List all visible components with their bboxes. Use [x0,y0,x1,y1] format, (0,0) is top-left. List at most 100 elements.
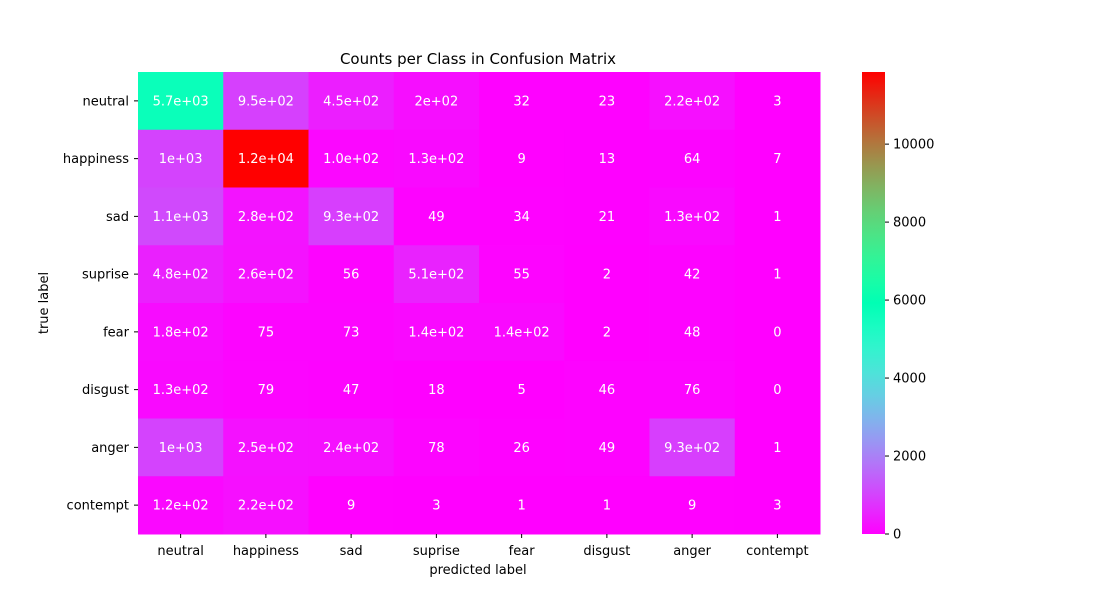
cell-label: 4.8e+02 [153,268,209,283]
cell-label: 79 [258,383,275,398]
heatmap-cells [138,72,821,535]
cell-label: 1.3e+02 [153,383,209,398]
colorbar-tick-label: 10000 [893,138,934,153]
y-tick-label: fear [103,325,130,340]
heatmap-cell [649,418,736,477]
cell-label: 9 [347,499,355,514]
heatmap-cell [479,129,565,188]
heatmap-cell [308,418,395,477]
heatmap-cell [564,303,650,362]
heatmap-cell [138,72,224,131]
y-tick-label: neutral [83,94,130,109]
heatmap-cell [393,72,480,131]
heatmap-cell [649,187,736,246]
heatmap-cell [479,418,565,477]
cell-label: 2 [603,325,611,340]
heatmap-cell [649,476,736,535]
cell-label: 4.5e+02 [323,94,379,109]
cell-label: 46 [599,383,616,398]
colorbar-tick-label: 2000 [893,450,926,465]
heatmap-cell [223,418,309,477]
colorbar-tick-label: 8000 [893,216,926,231]
x-axis-ticks: neutral happiness sad suprise fear disgust ang… [157,534,809,559]
cell-label: 42 [684,268,701,283]
heatmap-cell [479,303,565,362]
heatmap-cell [649,129,736,188]
cell-label: 0 [773,325,781,340]
y-tick-label: happiness [63,152,129,167]
cell-label: 55 [513,268,530,283]
heatmap-cell [479,72,565,131]
cell-label: 9.3e+02 [323,210,379,225]
heatmap-cell [649,72,736,131]
x-tick-label: disgust [583,544,630,559]
heatmap-cell [564,187,650,246]
heatmap-cell [564,476,650,535]
colorbar-tick-label: 0 [893,528,901,543]
cell-label: 49 [599,441,616,456]
heatmap-cell [734,245,821,304]
heatmap-cell [393,418,480,477]
x-tick-label: anger [673,544,711,559]
heatmap-cell [223,303,309,362]
heatmap-cell [223,476,309,535]
cell-label: 3 [773,94,781,109]
chart-title: Counts per Class in Confusion Matrix [340,50,616,68]
x-tick-label: contempt [746,544,808,559]
heatmap-cell [649,303,736,362]
heatmap-cell [308,245,395,304]
cell-label: 75 [258,325,275,340]
cell-label: 2.4e+02 [323,441,379,456]
heatmap-cell [564,72,650,131]
colorbar-tick-label: 6000 [893,294,926,309]
cell-label: 1.4e+02 [408,325,464,340]
cell-label: 78 [428,441,445,456]
cell-label: 1 [773,210,781,225]
heatmap-cell [564,245,650,304]
cell-label: 9 [688,499,696,514]
cell-label: 1e+03 [159,152,203,167]
cell-label: 64 [684,152,701,167]
heatmap-cell [308,187,395,246]
cell-label: 56 [343,268,360,283]
heatmap-cell [393,476,480,535]
cell-label: 2.8e+02 [238,210,294,225]
cell-label: 1.3e+02 [408,152,464,167]
cell-label: 1.2e+02 [153,499,209,514]
heatmap-cell [734,360,821,419]
cell-label: 1.4e+02 [494,325,550,340]
cell-label: 1e+03 [159,441,203,456]
heatmap-cell [308,72,395,131]
heatmap-cell [393,187,480,246]
heatmap-cell [734,187,821,246]
heatmap-cell [649,245,736,304]
cell-label: 21 [599,210,616,225]
heatmap-cell [393,129,480,188]
heatmap-cell [649,360,736,419]
colorbar [862,72,885,534]
cell-label: 1 [773,268,781,283]
heatmap-cell [138,418,224,477]
heatmap-cell [734,418,821,477]
cell-label: 7 [773,152,781,167]
x-tick-label: fear [509,544,536,559]
cell-label: 32 [513,94,530,109]
heatmap-cell [479,360,565,419]
heatmap-cell [308,129,395,188]
cell-label: 23 [599,94,616,109]
y-tick-label: sad [106,210,129,225]
heatmap-cell [138,129,224,188]
cell-label: 18 [428,383,445,398]
heatmap-cell [223,360,309,419]
heatmap-cell [138,187,224,246]
y-tick-label: suprise [82,268,129,283]
cell-label: 1 [773,441,781,456]
cell-label: 34 [513,210,530,225]
cell-label: 73 [343,325,360,340]
x-tick-label: happiness [233,544,299,559]
cell-label: 2.6e+02 [238,268,294,283]
cell-label: 47 [343,383,360,398]
heatmap-cell [308,303,395,362]
heatmap-cell [564,129,650,188]
x-tick-label: sad [340,544,363,559]
